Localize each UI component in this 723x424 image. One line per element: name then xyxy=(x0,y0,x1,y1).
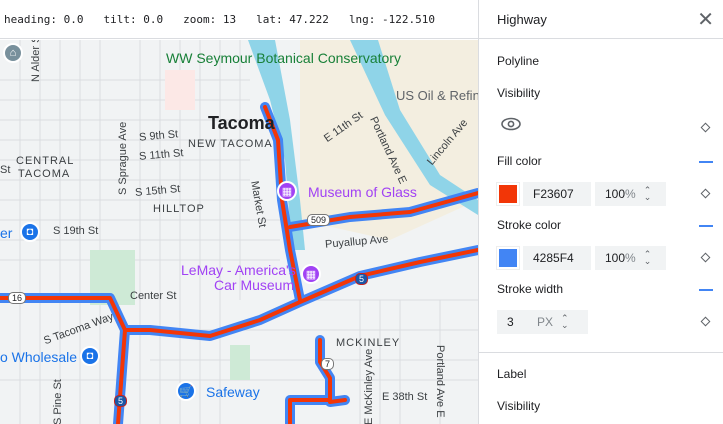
lat-readout: lat: 47.222 xyxy=(256,12,329,26)
map-canvas[interactable]: Tacoma NEW TACOMA CENTRAL TACOMA HILLTOP… xyxy=(0,40,478,424)
stroke-color-swatch[interactable] xyxy=(497,247,519,269)
camera-status-bar: heading: 0.0 tilt: 0.0 zoom: 13 lat: 47.… xyxy=(0,0,478,39)
visibility-toggle[interactable] xyxy=(501,117,713,131)
eye-icon[interactable] xyxy=(501,117,521,131)
street-label: S Pine St xyxy=(52,379,64,424)
shopping-bag-icon[interactable]: ◘ xyxy=(80,346,100,366)
stepper-icon[interactable]: ⌃ ⌄ xyxy=(561,313,569,330)
reset-dash-icon[interactable] xyxy=(699,289,713,291)
port-area xyxy=(300,40,478,240)
opacity-value: 100 xyxy=(605,251,626,265)
river-waterway xyxy=(350,40,478,215)
street-label: Portland Ave E xyxy=(434,345,446,418)
street-label: S 19th St xyxy=(53,225,99,237)
poi-label[interactable]: Museum of Glass xyxy=(308,184,417,200)
district-label: TACOMA xyxy=(18,168,71,180)
park xyxy=(230,345,250,380)
district-label: NEW TACOMA xyxy=(188,138,273,150)
divider xyxy=(479,352,723,353)
close-icon[interactable]: ✕ xyxy=(697,8,714,31)
zoom-readout: zoom: 13 xyxy=(183,12,237,26)
percent-unit: % xyxy=(625,251,636,265)
city-label: Tacoma xyxy=(208,113,275,133)
stroke-opacity-input[interactable]: 100% ⌃ ⌄ xyxy=(595,246,666,270)
interstate-shield: 5 xyxy=(114,395,128,407)
route-shield: 16 xyxy=(8,292,27,304)
poi-label[interactable]: er xyxy=(0,225,13,241)
percent-unit: % xyxy=(625,187,636,201)
district-label: HILLTOP xyxy=(153,203,205,215)
stroke-width-input[interactable]: 3 PX ⌃ ⌄ xyxy=(497,310,588,334)
poi-label[interactable]: WW Seymour Botanical Conservatory xyxy=(166,50,401,66)
interstate-shield: 5 xyxy=(355,273,369,285)
stroke-width-label: Stroke width xyxy=(497,282,564,296)
museum-icon[interactable]: ▦ xyxy=(301,264,321,284)
street-label: Center St xyxy=(130,290,177,302)
school-icon[interactable]: ⌂ xyxy=(3,43,23,63)
street-label: N Alder St xyxy=(30,40,42,82)
heading-readout: heading: 0.0 xyxy=(4,12,84,26)
fill-opacity-input[interactable]: 100% ⌃ ⌄ xyxy=(595,182,666,206)
poi-label[interactable]: Car Museum xyxy=(214,277,295,293)
reset-dash-icon[interactable] xyxy=(699,225,713,227)
lng-readout: lng: -122.510 xyxy=(348,12,436,26)
district-label: MCKINLEY xyxy=(336,337,401,349)
style-panel: Highway ✕ Polyline Visibility Fill color… xyxy=(478,0,723,424)
stroke-color-label: Stroke color xyxy=(497,218,562,232)
tilt-readout: tilt: 0.0 xyxy=(103,12,164,26)
street-label: E McKinley Ave xyxy=(363,348,375,424)
panel-title: Highway xyxy=(497,11,547,27)
route-shield: 7 xyxy=(321,358,335,370)
street-label: St xyxy=(0,164,11,176)
poi-label[interactable]: o Wholesale xyxy=(0,349,78,365)
district-label: CENTRAL xyxy=(16,155,75,167)
poi-label[interactable]: US Oil & Refin xyxy=(396,88,478,103)
visibility-label: Visibility xyxy=(497,86,541,100)
street-label: S Sprague Ave xyxy=(117,121,129,195)
reset-dash-icon[interactable] xyxy=(699,161,713,163)
opacity-value: 100 xyxy=(605,187,626,201)
shopping-cart-icon[interactable]: 🛒 xyxy=(176,381,196,401)
label-visibility-label: Visibility xyxy=(497,399,541,413)
poi-label[interactable]: Safeway xyxy=(206,384,260,400)
fill-color-swatch[interactable] xyxy=(497,183,519,205)
street-label: E 38th St xyxy=(382,391,428,403)
hospital-area xyxy=(165,70,195,110)
map-layer xyxy=(0,40,478,424)
px-unit: PX xyxy=(537,315,554,329)
route-shield: 509 xyxy=(307,214,331,226)
panel-header: Highway ✕ xyxy=(479,0,723,39)
stepper-icon[interactable]: ⌃ ⌄ xyxy=(643,185,652,202)
width-value: 3 xyxy=(507,315,514,329)
stroke-hex-input[interactable]: 4285F4 xyxy=(523,246,591,270)
museum-icon[interactable]: ▦ xyxy=(277,181,297,201)
section-label: Label xyxy=(497,367,527,381)
fill-hex-input[interactable]: F23607 xyxy=(523,182,591,206)
fill-color-label: Fill color xyxy=(497,154,542,168)
poi-label[interactable]: LeMay - America's xyxy=(181,262,296,278)
section-polyline: Polyline xyxy=(497,54,540,68)
shopping-bag-icon[interactable]: ◘ xyxy=(20,222,40,242)
stepper-icon[interactable]: ⌃ ⌄ xyxy=(643,249,652,266)
